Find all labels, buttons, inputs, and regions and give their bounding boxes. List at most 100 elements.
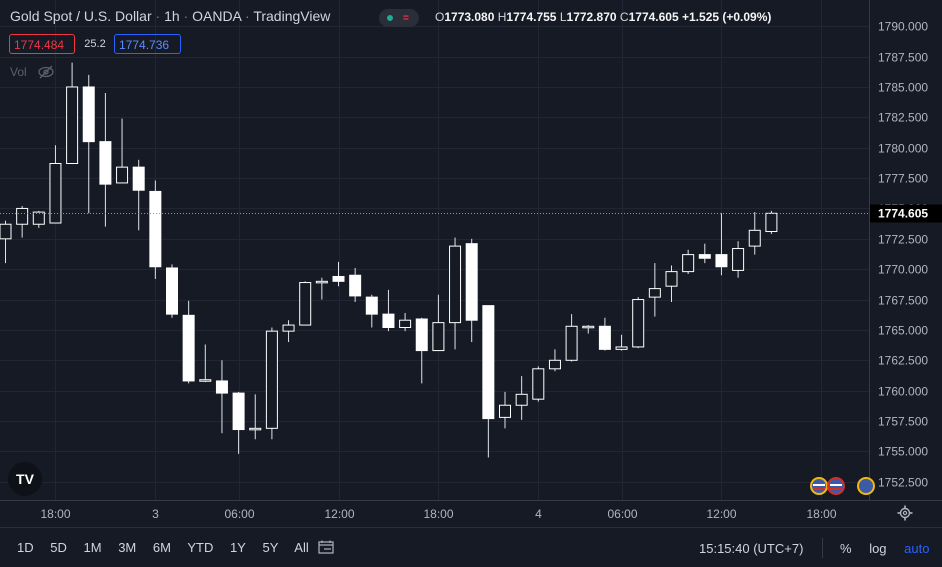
equals-icon: =	[403, 13, 409, 24]
candle-up	[632, 299, 645, 348]
market-open-icon	[387, 15, 393, 21]
candle-up	[265, 330, 278, 429]
interval-label: 1h	[164, 8, 180, 24]
candle-up	[432, 322, 445, 352]
candle-up	[32, 211, 45, 225]
candle-up	[582, 325, 595, 329]
time-tick-label: 18:00	[806, 507, 836, 521]
price-tick-label: 1757.500	[878, 415, 928, 429]
candle-up	[682, 254, 695, 273]
hidden-eye-icon[interactable]	[38, 65, 54, 79]
time-zone-clock[interactable]: 15:15:40 (UTC+7)	[699, 541, 804, 556]
range-5d[interactable]: 5D	[50, 540, 67, 555]
candle-up	[249, 427, 262, 431]
range-ytd[interactable]: YTD	[187, 540, 214, 555]
candle-down	[182, 314, 195, 382]
candle-up	[499, 404, 511, 418]
range-1y[interactable]: 1Y	[229, 540, 246, 555]
candle-down	[82, 86, 95, 143]
percent-scale-toggle[interactable]: %	[840, 541, 852, 556]
time-tick-label: 3	[152, 507, 159, 521]
time-axis: 18:00 3 06:00 12:00 18:00 4 06:00 12:00 18:00	[40, 507, 836, 521]
log-scale-toggle[interactable]: log	[869, 541, 887, 556]
candle-up	[548, 359, 561, 370]
candle-down	[332, 275, 345, 282]
settings-gear-icon[interactable]	[897, 505, 913, 521]
buy-button[interactable]: 1774.736	[114, 34, 181, 54]
candle-up	[399, 319, 412, 328]
divider	[822, 538, 823, 558]
candle-down	[232, 392, 245, 431]
time-tick-label: 06:00	[607, 507, 637, 521]
candle-down	[215, 380, 228, 394]
candle-down	[349, 274, 362, 297]
date-range-calendar-icon[interactable]	[318, 540, 334, 554]
price-axis: 1790.000 1787.500 1785.000 1782.500 1780.000…	[878, 20, 928, 490]
price-tick-label: 1785.000	[878, 81, 928, 95]
symbol-name: Gold Spot / U.S. Dollar	[10, 8, 152, 24]
candle-up	[66, 86, 79, 164]
candle-up	[532, 368, 545, 400]
range-5y[interactable]: 5Y	[262, 540, 279, 555]
exchange-label: OANDA	[192, 8, 242, 24]
candle-down	[132, 166, 145, 191]
scale-options: % log auto	[840, 541, 929, 556]
volume-label: Vol	[10, 65, 27, 79]
price-tick-label: 1762.500	[878, 354, 928, 368]
close-value: 1774.605	[628, 10, 679, 24]
open-value: 1773.080	[444, 10, 495, 24]
candle-up	[0, 223, 12, 240]
price-tick-label: 1790.000	[878, 20, 928, 34]
candle-up	[565, 325, 578, 361]
timeframe-bar: 1D 5D 1M 3M 6M YTD 1Y 5Y All	[17, 540, 322, 555]
candle-down	[382, 313, 395, 328]
time-tick-label: 4	[535, 507, 542, 521]
candle-up	[665, 271, 678, 287]
candle-down	[482, 305, 495, 420]
candle-up	[282, 324, 295, 332]
symbol-title[interactable]: Gold Spot / U.S. Dollar · 1h · OANDA · T…	[10, 8, 331, 24]
candle-up	[515, 393, 528, 406]
price-tick-label: 1782.500	[878, 111, 928, 125]
candle-down	[166, 267, 178, 315]
candle-up	[49, 162, 62, 224]
range-3m[interactable]: 3M	[118, 540, 137, 555]
range-all[interactable]: All	[294, 540, 309, 555]
sell-button[interactable]: 1774.484	[9, 34, 75, 54]
candle-down	[715, 254, 728, 268]
tradingview-logo[interactable]: TV	[8, 462, 42, 496]
time-tick-label: 18:00	[423, 507, 453, 521]
candle-up	[748, 229, 761, 247]
candle-up	[765, 212, 778, 233]
current-price-label-bg	[870, 204, 942, 223]
candle-up	[315, 280, 328, 284]
candle-up	[16, 207, 29, 225]
price-tick-label: 1767.500	[878, 294, 928, 308]
low-value: 1772.870	[566, 10, 617, 24]
ohlc-legend: O1773.080 H1774.755 L1772.870 C1774.605 …	[435, 10, 772, 24]
candle-down	[598, 325, 611, 350]
candle-down	[99, 141, 112, 185]
range-1d[interactable]: 1D	[17, 540, 34, 555]
price-tick-label: 1780.000	[878, 142, 928, 156]
event-flags[interactable]	[810, 477, 875, 495]
candle-down	[149, 190, 162, 268]
range-1m[interactable]: 1M	[83, 540, 102, 555]
candle-up	[648, 288, 661, 298]
price-tick-label: 1772.500	[878, 233, 928, 247]
auto-scale-toggle[interactable]: auto	[904, 541, 930, 556]
range-6m[interactable]: 6M	[152, 540, 171, 555]
time-tick-label: 12:00	[706, 507, 736, 521]
candle-down	[365, 296, 378, 315]
candle-up	[199, 379, 212, 382]
candle-up	[299, 282, 312, 326]
time-tick-label: 06:00	[224, 507, 254, 521]
market-status-pill[interactable]: =	[379, 9, 419, 27]
candle-up	[615, 346, 628, 350]
time-tick-label: 18:00	[40, 507, 70, 521]
candles	[0, 62, 778, 458]
price-tick-label: 1755.000	[878, 445, 928, 459]
candle-down	[415, 318, 428, 352]
source-label: TradingView	[253, 8, 331, 24]
